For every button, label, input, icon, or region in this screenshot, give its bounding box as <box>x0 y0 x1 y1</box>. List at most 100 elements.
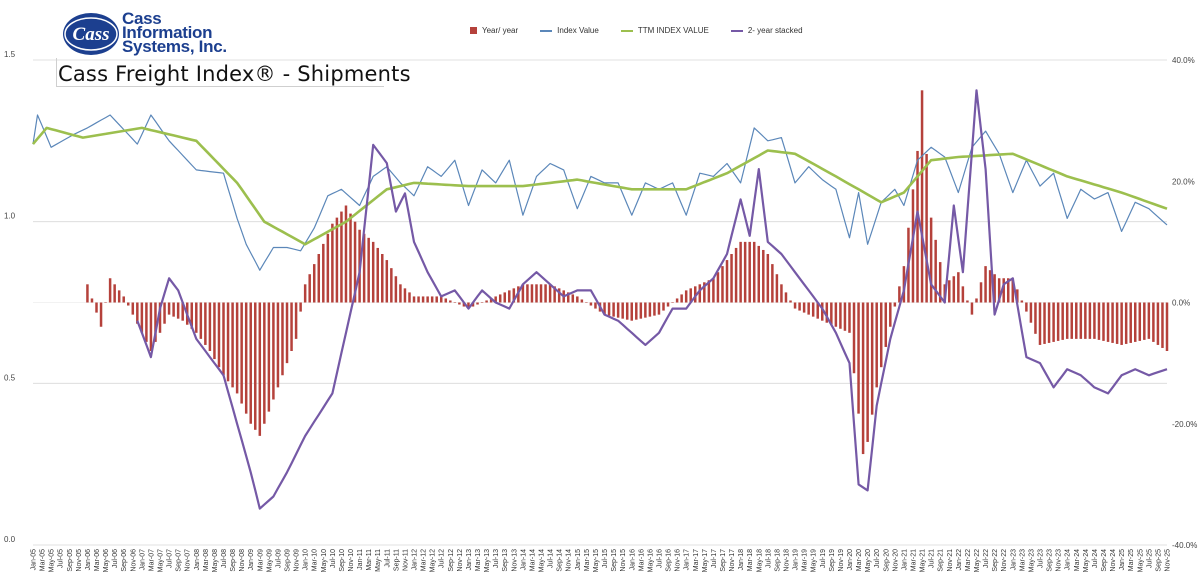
bar-yoy <box>444 298 448 303</box>
bar-yoy <box>775 274 779 303</box>
bar-yoy <box>889 302 892 327</box>
bar-yoy <box>1052 302 1055 342</box>
x-tick-label: Jan-13 <box>466 549 473 571</box>
bar-yoy <box>317 254 321 303</box>
bar-yoy <box>213 302 216 360</box>
bar-yoy <box>449 300 452 303</box>
x-tick-label: Nov-11 <box>402 549 409 571</box>
x-tick-label: Jul-13 <box>493 549 500 568</box>
x-tick-label: Mar-11 <box>366 549 373 571</box>
bar-yoy <box>421 296 425 303</box>
bar-yoy <box>480 302 484 303</box>
legend-label-2yr: 2- year stacked <box>747 26 803 35</box>
bar-yoy <box>707 280 711 303</box>
bar-yoy <box>235 302 239 394</box>
bar-yoy <box>916 150 919 303</box>
bar-yoy <box>145 302 148 342</box>
x-tick-label: Mar-10 <box>312 549 319 571</box>
x-tick-label: Sep-05 <box>67 549 74 572</box>
x-tick-label: Nov-17 <box>729 549 736 572</box>
x-tick-label: Nov-13 <box>511 549 518 572</box>
x-tick-label: Jan-21 <box>901 549 908 571</box>
bar-yoy <box>158 302 162 333</box>
x-tick-label: Nov-16 <box>675 549 682 572</box>
bar-yoy <box>453 302 457 303</box>
bar-yoy <box>408 292 411 303</box>
bar-yoy <box>322 243 325 303</box>
x-tick-label: May-13 <box>484 549 491 572</box>
bar-yoy <box>181 302 184 321</box>
bar-yoy <box>385 260 389 303</box>
bar-yoy <box>1147 302 1151 339</box>
x-tick-label: Jan-18 <box>738 549 745 571</box>
cass-logo: Cass Cass Information Systems, Inc. <box>62 10 232 58</box>
legend-label-yoy: Year/ year <box>482 26 519 35</box>
bar-yoy <box>589 302 593 306</box>
bar-yoy <box>349 213 352 303</box>
bar-yoy <box>834 302 838 327</box>
bar-yoy <box>367 237 370 303</box>
bar-yoy <box>993 274 996 303</box>
x-tick-label: May-18 <box>756 549 763 572</box>
bar-yoy <box>340 211 343 303</box>
x-tick-label: Jul-21 <box>929 549 936 568</box>
bar-yoy <box>657 302 661 315</box>
bar-yoy <box>793 302 797 309</box>
x-tick-label: Mar-14 <box>529 549 536 571</box>
legend-item-index: Index Value <box>540 26 599 35</box>
y-left-tick-label: 1.5 <box>4 50 16 59</box>
bar-yoy <box>635 302 638 320</box>
legend-item-yoy: Year/ year <box>470 26 518 35</box>
bar-yoy <box>553 286 556 303</box>
bar-yoy <box>1129 302 1132 343</box>
bar-yoy <box>1038 302 1042 345</box>
bar-yoy <box>938 262 942 303</box>
x-tick-label: Jan-20 <box>847 549 854 571</box>
x-tick-label: Jan-24 <box>1065 549 1072 571</box>
bar-yoy <box>730 254 733 303</box>
bar-yoy <box>131 302 135 315</box>
x-tick-label: Jan-08 <box>194 549 201 571</box>
bar-yoy <box>680 294 683 303</box>
x-tick-label: Jul-12 <box>439 549 446 568</box>
bar-yoy <box>648 302 652 317</box>
bar-yoy <box>557 288 561 303</box>
x-tick-label: May-20 <box>865 549 872 572</box>
bar-yoy <box>625 302 629 320</box>
x-tick-label: Sep-17 <box>720 549 727 572</box>
bar-yoy <box>272 302 275 400</box>
bar-yoy <box>712 278 715 303</box>
bar-yoy <box>748 241 751 303</box>
bar-yoy <box>1056 302 1060 341</box>
series-line-ttm-index-value <box>32 126 1168 246</box>
bar-yoy <box>1011 278 1015 303</box>
bar-yoy <box>117 290 121 303</box>
x-tick-label: Sep-11 <box>393 549 400 571</box>
bar-yoy <box>113 284 116 303</box>
bar-yoy <box>254 302 257 430</box>
x-tick-label: Mar-16 <box>638 549 645 571</box>
series-line-index-value <box>32 114 1168 271</box>
bar-yoy <box>771 264 774 303</box>
x-tick-label: May-22 <box>974 549 981 572</box>
bar-yoy <box>807 302 810 315</box>
bar-yoy <box>567 292 570 303</box>
bar-yoy <box>471 302 475 307</box>
y-right-tick-label: 0.0% <box>1172 299 1190 308</box>
x-tick-label: Mar-19 <box>802 549 809 571</box>
bar-yoy <box>762 249 765 303</box>
bar-yoy <box>1020 300 1024 303</box>
bar-yoy <box>381 254 384 303</box>
bar-yoy <box>798 302 801 311</box>
bar-yoy <box>684 290 688 303</box>
bar-yoy <box>766 254 770 303</box>
x-tick-label: Nov-14 <box>566 549 573 572</box>
x-tick-label: Jul-10 <box>330 549 337 568</box>
bar-yoy <box>929 217 933 303</box>
x-tick-label: Jan-09 <box>248 549 255 571</box>
bar-yoy <box>390 268 393 303</box>
bar-yoy <box>226 302 230 382</box>
bar-yoy <box>394 276 398 303</box>
bar-yoy <box>204 302 207 345</box>
legend-item-ttm: TTM INDEX VALUE <box>620 26 709 35</box>
